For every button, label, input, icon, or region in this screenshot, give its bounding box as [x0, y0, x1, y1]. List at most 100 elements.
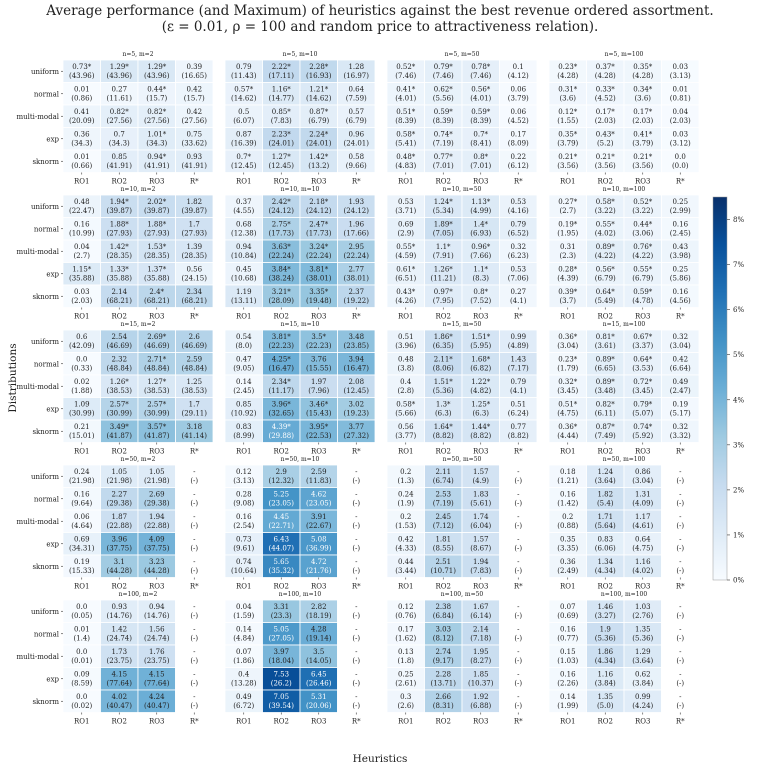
cell-average: 1.25	[186, 378, 202, 386]
cell-maximum: (41.14)	[181, 432, 207, 440]
cell-average: 0.97*	[434, 288, 454, 296]
cell-maximum: (-)	[514, 680, 522, 688]
cell-average: 0.82*	[110, 108, 130, 116]
cell-maximum: (3.37)	[632, 342, 653, 350]
cell-maximum: (1.55)	[557, 117, 578, 125]
cell-maximum: (41.87)	[144, 432, 170, 440]
column-label-R*: R*	[190, 178, 199, 186]
column-label-RO1: RO1	[560, 718, 575, 726]
cell-average: 0.74*	[633, 423, 653, 431]
cell-average: -	[193, 468, 196, 476]
cell-maximum: (37.75)	[106, 545, 132, 553]
cell-maximum: (44.28)	[106, 567, 132, 575]
cell-average: -	[193, 648, 196, 656]
column-label-RO1: RO1	[236, 178, 251, 186]
cell-maximum: (3.61)	[595, 342, 616, 350]
cell-maximum: (7.46)	[470, 72, 491, 80]
cell-maximum: (16.47)	[343, 365, 369, 373]
cell-average: 0.86	[635, 468, 651, 476]
cell-average: 0.59*	[471, 108, 491, 116]
cell-maximum: (3.06)	[632, 230, 653, 238]
cell-maximum: (27.32)	[343, 432, 369, 440]
cell-maximum: (8.31)	[433, 702, 454, 710]
cell-average: 0.12	[236, 468, 252, 476]
cell-maximum: (7.46)	[395, 72, 416, 80]
cell-average: 0.79	[510, 378, 526, 386]
cell-average: -	[355, 513, 358, 521]
column-label-R*: R*	[190, 448, 199, 456]
cell-maximum: (-)	[190, 612, 198, 620]
cell-average: 0.57	[348, 108, 364, 116]
cell-maximum: (2.61)	[395, 680, 416, 688]
cell-maximum: (6.12)	[508, 162, 529, 170]
column-label-RO3: RO3	[311, 178, 326, 186]
cell-maximum: (40.47)	[106, 702, 132, 710]
cell-average: 1.9	[600, 626, 611, 634]
cell-maximum: (46.69)	[106, 342, 132, 350]
column-label-RO2: RO2	[274, 448, 289, 456]
column-label-RO3: RO3	[311, 718, 326, 726]
cell-average: 1.88*	[110, 221, 130, 229]
cell-average: -	[517, 558, 520, 566]
cell-maximum: (3.56)	[632, 162, 653, 170]
cell-average: 0.94*	[147, 153, 167, 161]
cell-maximum: (38.01)	[343, 275, 369, 283]
cell-average: 1.76	[149, 648, 165, 656]
cell-average: -	[193, 513, 196, 521]
cell-average: 0.21*	[596, 153, 616, 161]
cell-maximum: (34.31)	[69, 545, 95, 553]
cell-average: -	[355, 671, 358, 679]
cell-average: 0.36	[74, 131, 90, 139]
cell-maximum: (6.64)	[670, 365, 691, 373]
cell-maximum: (24.74)	[106, 635, 132, 643]
cell-maximum: (7.19)	[433, 500, 454, 508]
cell-maximum: (12.45)	[231, 162, 257, 170]
cell-maximum: (8.41)	[470, 140, 491, 148]
cell-maximum: (8.27)	[470, 657, 491, 665]
cell-maximum: (22.71)	[268, 522, 294, 530]
cell-average: 3.18	[186, 423, 202, 431]
cell-maximum: (38.53)	[106, 387, 132, 395]
cell-average: 0.24	[74, 468, 90, 476]
panel-title: n=5, m=10	[283, 51, 318, 58]
row-label-sknorm: sknorm	[32, 563, 59, 571]
cell-maximum: (15.43)	[306, 410, 332, 418]
cell-average: -	[679, 536, 682, 544]
column-label-RO1: RO1	[398, 583, 413, 591]
cell-average: 0.0	[76, 648, 87, 656]
cell-average: 1.42	[111, 626, 127, 634]
row-label-sknorm: sknorm	[32, 428, 59, 436]
colorbar-tick-label: 7%	[733, 261, 744, 269]
cell-maximum: (43.96)	[106, 72, 132, 80]
cell-maximum: (0.01)	[71, 657, 92, 665]
cell-maximum: (4.01)	[470, 95, 491, 103]
cell-maximum: (4.55)	[233, 207, 254, 215]
cell-average: 3.35*	[309, 288, 329, 296]
cell-maximum: (14.62)	[231, 95, 257, 103]
panel-title: n=5, m=2	[122, 51, 153, 58]
cell-average: 0.41	[74, 108, 90, 116]
cell-maximum: (0.0)	[672, 162, 689, 170]
cell-average: 0.79	[510, 221, 526, 229]
cell-average: 1.67	[473, 603, 489, 611]
cell-maximum: (6.04)	[470, 522, 491, 530]
cell-maximum: (7.83)	[470, 567, 491, 575]
cell-average: -	[517, 648, 520, 656]
cell-average: -	[517, 626, 520, 634]
cell-average: 0.42	[186, 108, 202, 116]
cell-average: 0.52*	[633, 198, 653, 206]
cell-maximum: (7.49)	[595, 432, 616, 440]
cell-maximum: (0.33)	[71, 365, 92, 373]
cell-average: 0.17*	[596, 108, 616, 116]
cell-maximum: (3.84)	[632, 680, 653, 688]
cell-maximum: (2.7)	[559, 207, 576, 215]
cell-maximum: (4.02)	[632, 567, 653, 575]
cell-average: 1.26*	[110, 378, 130, 386]
cell-average: 0.56	[186, 266, 202, 274]
cell-average: 4.72	[311, 558, 327, 566]
cell-maximum: (19.48)	[306, 297, 332, 305]
cell-maximum: (4.59)	[395, 252, 416, 260]
cell-maximum: (7.12)	[433, 522, 454, 530]
column-label-RO1: RO1	[398, 448, 413, 456]
cell-average: 5.31	[311, 693, 327, 701]
